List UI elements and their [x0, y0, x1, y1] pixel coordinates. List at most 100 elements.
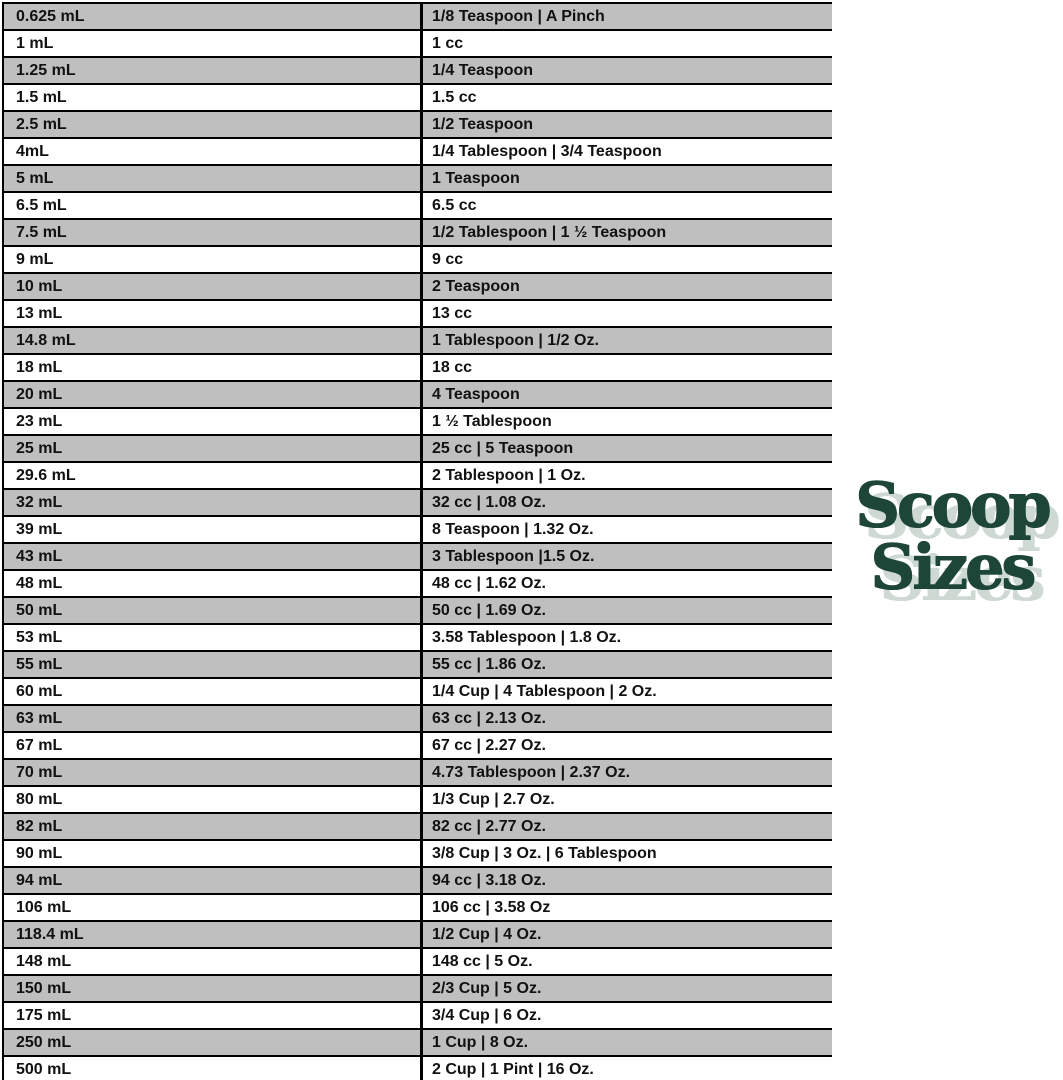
- conversion-cell: 9 cc: [432, 250, 464, 268]
- table-row: 150 mL 2/3 Cup | 5 Oz.: [4, 976, 832, 1003]
- conversion-table: 0.625 mL 1/8 Teaspoon | A Pinch 1 mL 1 cc 1.…: [2, 2, 832, 1080]
- table-row: 2.5 mL 1/2 Teaspoon: [4, 112, 832, 139]
- ml-cell: 175 mL: [4, 1003, 423, 1028]
- conversion-cell: 2 Tablespoon | 1 Oz.: [432, 466, 586, 484]
- conversion-cell: 4 Teaspoon: [432, 385, 520, 403]
- table-row: 1.25 mL 1/4 Teaspoon: [4, 58, 832, 85]
- ml-cell: 6.5 mL: [4, 193, 423, 218]
- conversion-cell: 82 cc | 2.77 Oz.: [432, 817, 546, 835]
- conversion-cell: 3.58 Tablespoon | 1.8 Oz.: [432, 628, 622, 646]
- table-row: 5 mL 1 Teaspoon: [4, 166, 832, 193]
- ml-cell: 82 mL: [4, 814, 423, 839]
- table-row: 148 mL 148 cc | 5 Oz.: [4, 949, 832, 976]
- scoop-sizes-logo: Scoop Sizes: [840, 474, 1063, 598]
- conversion-cell: 3/8 Cup | 3 Oz. | 6 Tablespoon: [432, 844, 657, 862]
- table-row: 63 mL 63 cc | 2.13 Oz.: [4, 706, 832, 733]
- conversion-cell: 1 Cup | 8 Oz.: [432, 1033, 529, 1051]
- table-row: 13 mL 13 cc: [4, 301, 832, 328]
- table-row: 90 mL 3/8 Cup | 3 Oz. | 6 Tablespoon: [4, 841, 832, 868]
- ml-cell: 50 mL: [4, 598, 423, 623]
- table-row: 18 mL 18 cc: [4, 355, 832, 382]
- conversion-cell: 148 cc | 5 Oz.: [432, 952, 533, 970]
- conversion-cell: 50 cc | 1.69 Oz.: [432, 601, 546, 619]
- table-row: 39 mL 8 Teaspoon | 1.32 Oz.: [4, 517, 832, 544]
- table-row: 32 mL 32 cc | 1.08 Oz.: [4, 490, 832, 517]
- ml-cell: 29.6 mL: [4, 463, 423, 488]
- conversion-cell: 3/4 Cup | 6 Oz.: [432, 1006, 542, 1024]
- ml-cell: 14.8 mL: [4, 328, 423, 353]
- table-row: 53 mL 3.58 Tablespoon | 1.8 Oz.: [4, 625, 832, 652]
- conversion-cell: 48 cc | 1.62 Oz.: [432, 574, 546, 592]
- table-row: 1.5 mL 1.5 cc: [4, 85, 832, 112]
- table-row: 175 mL 3/4 Cup | 6 Oz.: [4, 1003, 832, 1030]
- table-row: 500 mL 2 Cup | 1 Pint | 16 Oz.: [4, 1057, 832, 1080]
- ml-cell: 1 mL: [4, 31, 423, 56]
- table-row: 250 mL 1 Cup | 8 Oz.: [4, 1030, 832, 1057]
- ml-cell: 150 mL: [4, 976, 423, 1001]
- ml-cell: 9 mL: [4, 247, 423, 272]
- ml-cell: 2.5 mL: [4, 112, 423, 137]
- ml-cell: 20 mL: [4, 382, 423, 407]
- table-row: 7.5 mL 1/2 Tablespoon | 1 ½ Teaspoon: [4, 220, 832, 247]
- ml-cell: 25 mL: [4, 436, 423, 461]
- table-row: 0.625 mL 1/8 Teaspoon | A Pinch: [4, 4, 832, 31]
- conversion-cell: 55 cc | 1.86 Oz.: [432, 655, 546, 673]
- ml-cell: 18 mL: [4, 355, 423, 380]
- table-row: 10 mL 2 Teaspoon: [4, 274, 832, 301]
- ml-cell: 43 mL: [4, 544, 423, 569]
- conversion-cell: 1 Teaspoon: [432, 169, 520, 187]
- table-row: 55 mL 55 cc | 1.86 Oz.: [4, 652, 832, 679]
- ml-cell: 39 mL: [4, 517, 423, 542]
- conversion-cell: 1 Tablespoon | 1/2 Oz.: [432, 331, 599, 349]
- conversion-cell: 1/2 Teaspoon: [432, 115, 534, 133]
- table-row: 29.6 mL 2 Tablespoon | 1 Oz.: [4, 463, 832, 490]
- ml-cell: 118.4 mL: [4, 922, 423, 947]
- ml-cell: 23 mL: [4, 409, 423, 434]
- conversion-cell: 1/2 Cup | 4 Oz.: [432, 925, 542, 943]
- table-row: 20 mL 4 Teaspoon: [4, 382, 832, 409]
- ml-cell: 5 mL: [4, 166, 423, 191]
- conversion-cell: 8 Teaspoon | 1.32 Oz.: [432, 520, 594, 538]
- conversion-cell: 1/8 Teaspoon | A Pinch: [432, 7, 605, 25]
- conversion-cell: 32 cc | 1.08 Oz.: [432, 493, 546, 511]
- table-row: 82 mL 82 cc | 2.77 Oz.: [4, 814, 832, 841]
- conversion-cell: 63 cc | 2.13 Oz.: [432, 709, 546, 727]
- conversion-cell: 25 cc | 5 Teaspoon: [432, 439, 574, 457]
- conversion-cell: 1/2 Tablespoon | 1 ½ Teaspoon: [432, 223, 667, 241]
- table-row: 25 mL 25 cc | 5 Teaspoon: [4, 436, 832, 463]
- conversion-cell: 2 Cup | 1 Pint | 16 Oz.: [432, 1060, 594, 1078]
- table-row: 9 mL 9 cc: [4, 247, 832, 274]
- conversion-cell: 1/4 Cup | 4 Tablespoon | 2 Oz.: [432, 682, 657, 700]
- ml-cell: 7.5 mL: [4, 220, 423, 245]
- ml-cell: 250 mL: [4, 1030, 423, 1055]
- conversion-cell: 1 ½ Tablespoon: [432, 412, 552, 430]
- ml-cell: 500 mL: [4, 1057, 423, 1080]
- conversion-cell: 1.5 cc: [432, 88, 477, 106]
- conversion-cell: 1/4 Tablespoon | 3/4 Teaspoon: [432, 142, 662, 160]
- conversion-cell: 2 Teaspoon: [432, 277, 520, 295]
- conversion-cell: 106 cc | 3.58 Oz: [432, 898, 551, 916]
- conversion-cell: 13 cc: [432, 304, 473, 322]
- ml-cell: 48 mL: [4, 571, 423, 596]
- conversion-cell: 6.5 cc: [432, 196, 477, 214]
- ml-cell: 70 mL: [4, 760, 423, 785]
- conversion-cell: 3 Tablespoon |1.5 Oz.: [432, 547, 595, 565]
- conversion-cell: 18 cc: [432, 358, 473, 376]
- logo-line-2: Sizes: [870, 530, 1036, 603]
- table-row: 50 mL 50 cc | 1.69 Oz.: [4, 598, 832, 625]
- conversion-cell: 1/3 Cup | 2.7 Oz.: [432, 790, 555, 808]
- conversion-cell: 4.73 Tablespoon | 2.37 Oz.: [432, 763, 631, 781]
- ml-cell: 10 mL: [4, 274, 423, 299]
- conversion-cell: 94 cc | 3.18 Oz.: [432, 871, 546, 889]
- ml-cell: 106 mL: [4, 895, 423, 920]
- ml-cell: 1.5 mL: [4, 85, 423, 110]
- table-row: 14.8 mL 1 Tablespoon | 1/2 Oz.: [4, 328, 832, 355]
- ml-cell: 0.625 mL: [4, 4, 423, 29]
- table-row: 48 mL 48 cc | 1.62 Oz.: [4, 571, 832, 598]
- ml-cell: 1.25 mL: [4, 58, 423, 83]
- conversion-cell: 1/4 Teaspoon: [432, 61, 534, 79]
- ml-cell: 4mL: [4, 139, 423, 164]
- ml-cell: 55 mL: [4, 652, 423, 677]
- conversion-cell: 1 cc: [432, 34, 464, 52]
- ml-cell: 94 mL: [4, 868, 423, 893]
